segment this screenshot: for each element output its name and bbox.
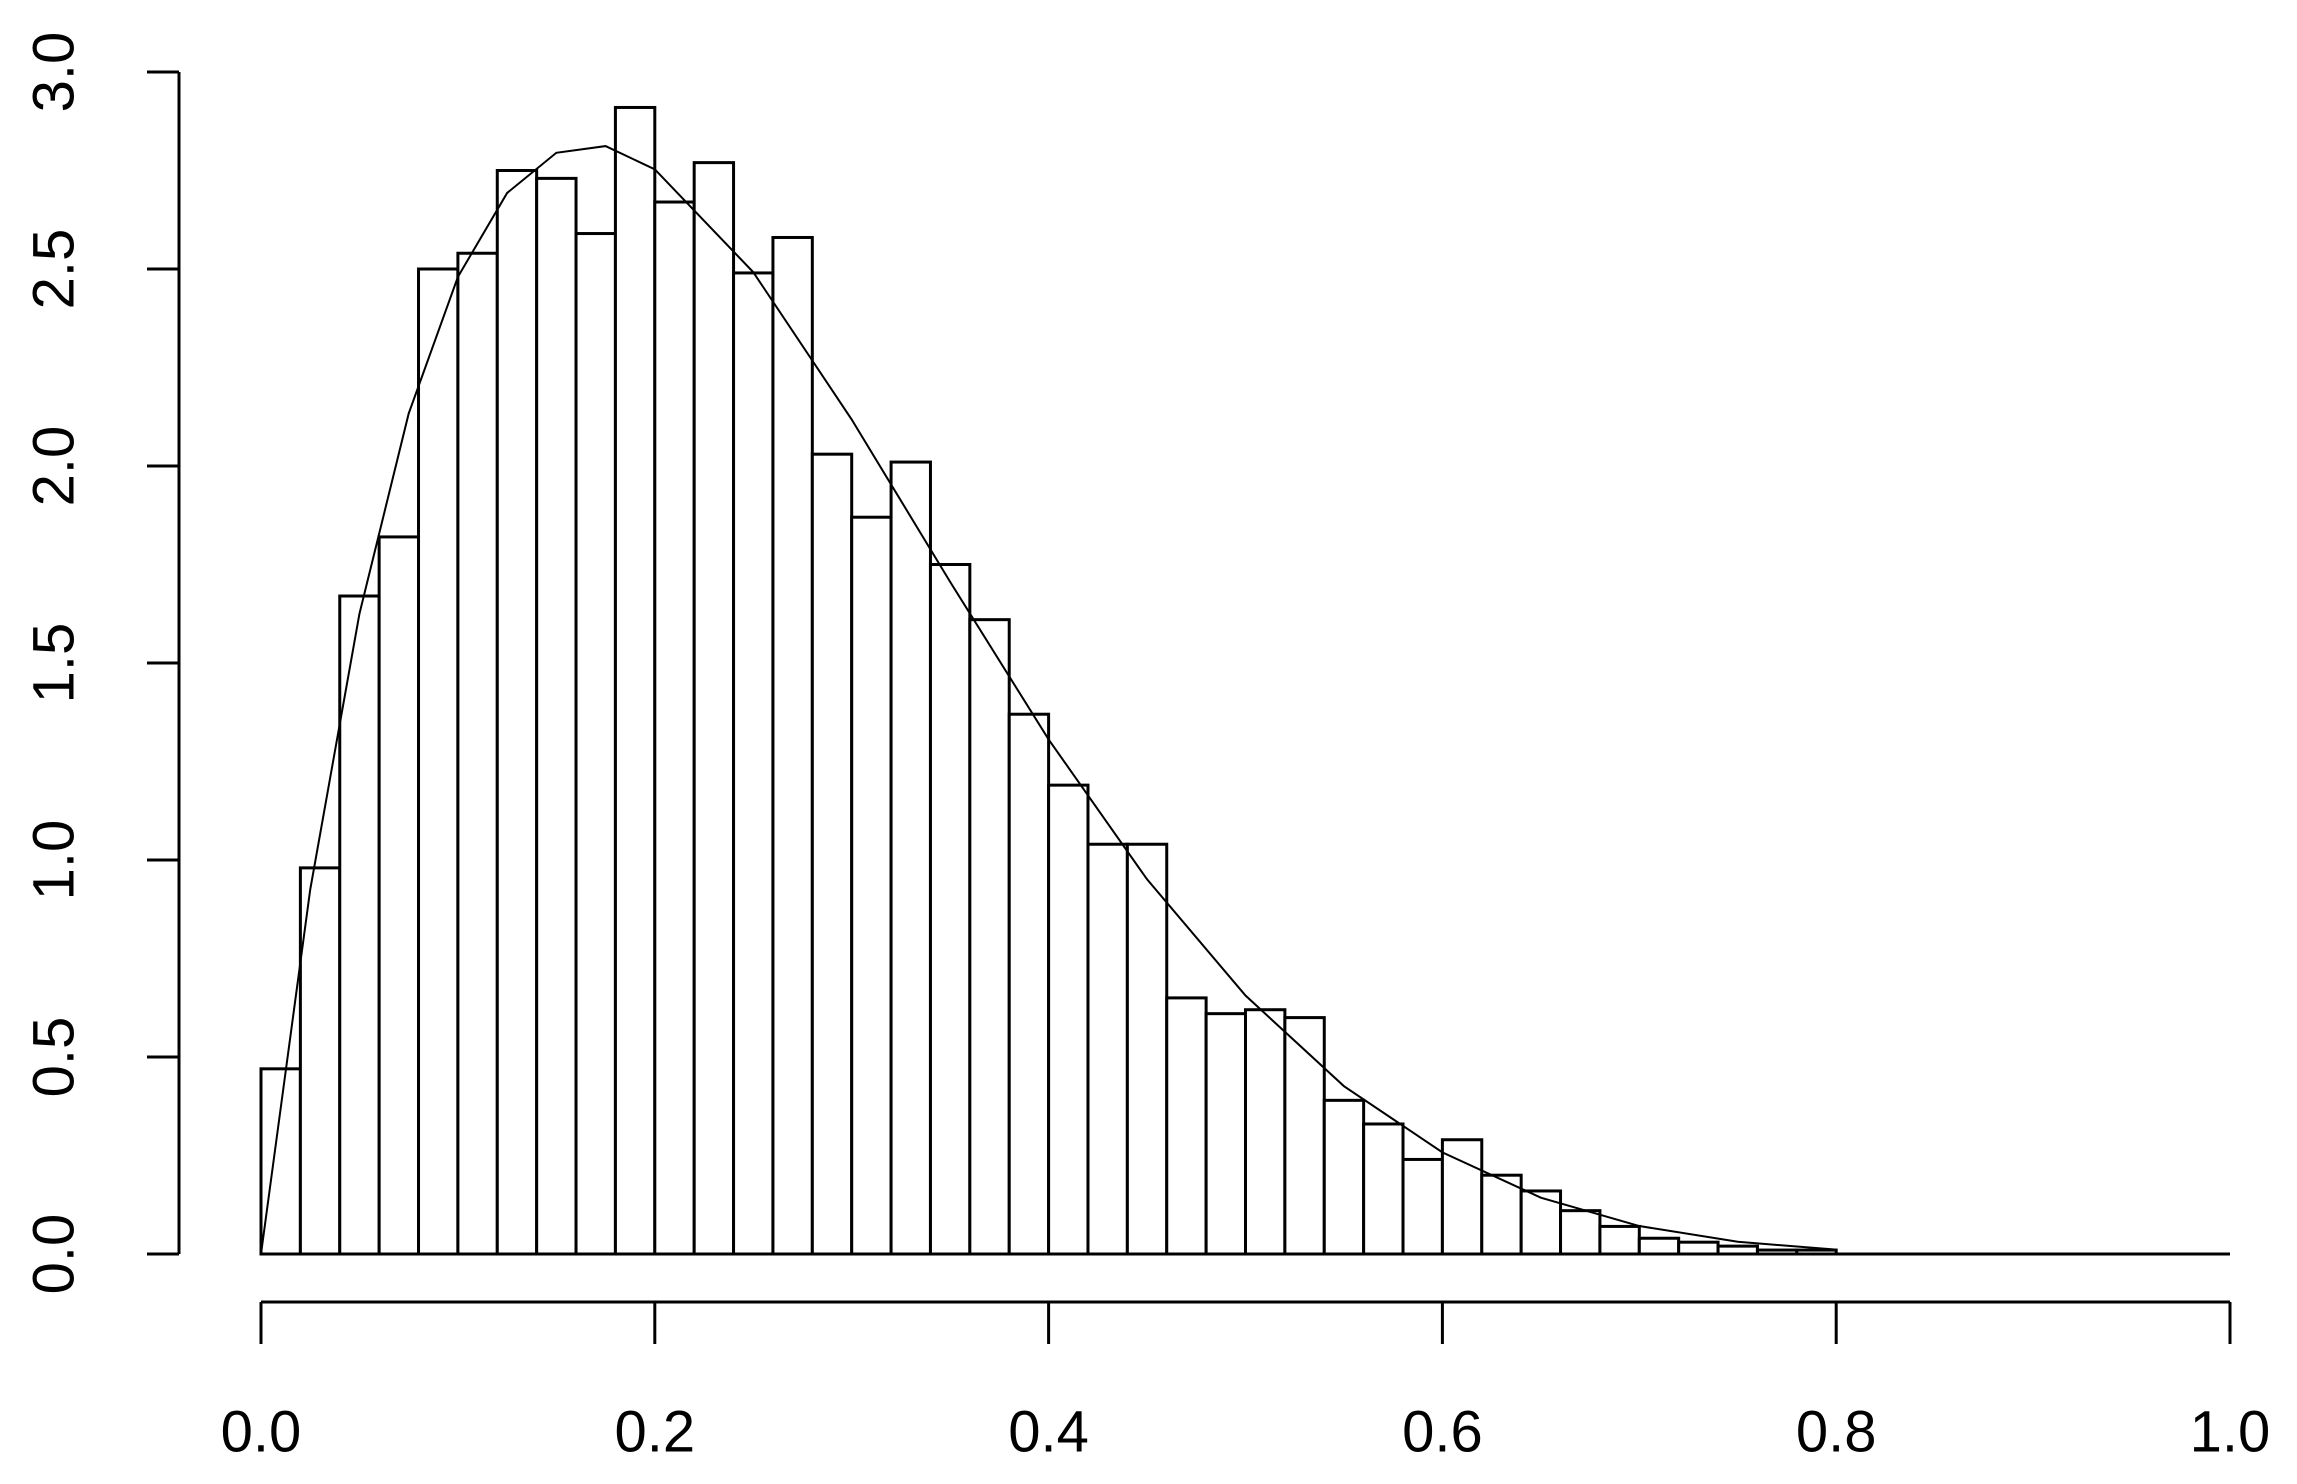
- bar: [810, 452, 854, 1256]
- bar: [1795, 1248, 1838, 1256]
- bar: [535, 176, 578, 1256]
- x-tick-label: 1.0: [2190, 1399, 2271, 1464]
- y-tick-label: 2.0: [21, 426, 86, 507]
- bar: [1401, 1157, 1444, 1256]
- bar: [1637, 1236, 1681, 1256]
- bar: [1086, 842, 1129, 1256]
- bar: [1362, 1122, 1405, 1256]
- y-tick-label: 1.0: [21, 820, 86, 901]
- bar: [692, 161, 736, 1256]
- y-tick-label: 0.5: [21, 1017, 86, 1098]
- bar: [771, 235, 814, 1256]
- x-tick-label: 0.4: [1008, 1399, 1089, 1464]
- bar: [968, 618, 1011, 1256]
- x-tick-label: 0.2: [614, 1399, 695, 1464]
- bar: [1165, 996, 1208, 1256]
- bar: [1677, 1240, 1720, 1256]
- bar: [574, 232, 617, 1256]
- bar: [417, 267, 460, 1256]
- bar: [1755, 1248, 1799, 1256]
- bar: [1598, 1224, 1641, 1256]
- y-tick-label: 0.0: [21, 1214, 86, 1295]
- bar: [1480, 1173, 1523, 1256]
- bar: [1204, 1012, 1247, 1256]
- bar: [456, 251, 499, 1256]
- bar: [850, 515, 893, 1256]
- bar: [1125, 842, 1169, 1256]
- bar: [1559, 1209, 1602, 1256]
- bar: [495, 169, 539, 1256]
- bar: [653, 200, 696, 1256]
- bar: [1322, 1098, 1366, 1256]
- bar: [1440, 1138, 1484, 1256]
- bar: [613, 105, 657, 1256]
- bar: [1047, 783, 1090, 1256]
- y-tick-label: 1.5: [21, 623, 86, 704]
- bar: [889, 460, 932, 1256]
- x-tick-label: 0.8: [1796, 1399, 1877, 1464]
- bar: [1244, 1008, 1287, 1256]
- bar: [298, 866, 342, 1256]
- bar: [928, 563, 972, 1256]
- density-curve: [260, 145, 1837, 1255]
- y-tick-label: 3.0: [21, 32, 86, 113]
- y-tick-label: 2.5: [21, 229, 86, 310]
- bar: [732, 271, 775, 1256]
- bar: [377, 535, 421, 1256]
- bar: [259, 1067, 302, 1256]
- bar: [1283, 1016, 1326, 1256]
- bar: [1716, 1244, 1759, 1256]
- x-tick-label: 0.0: [221, 1399, 302, 1464]
- bar: [1007, 712, 1051, 1256]
- bar: [338, 594, 381, 1256]
- x-tick-label: 0.6: [1402, 1399, 1483, 1464]
- bar: [1519, 1189, 1563, 1256]
